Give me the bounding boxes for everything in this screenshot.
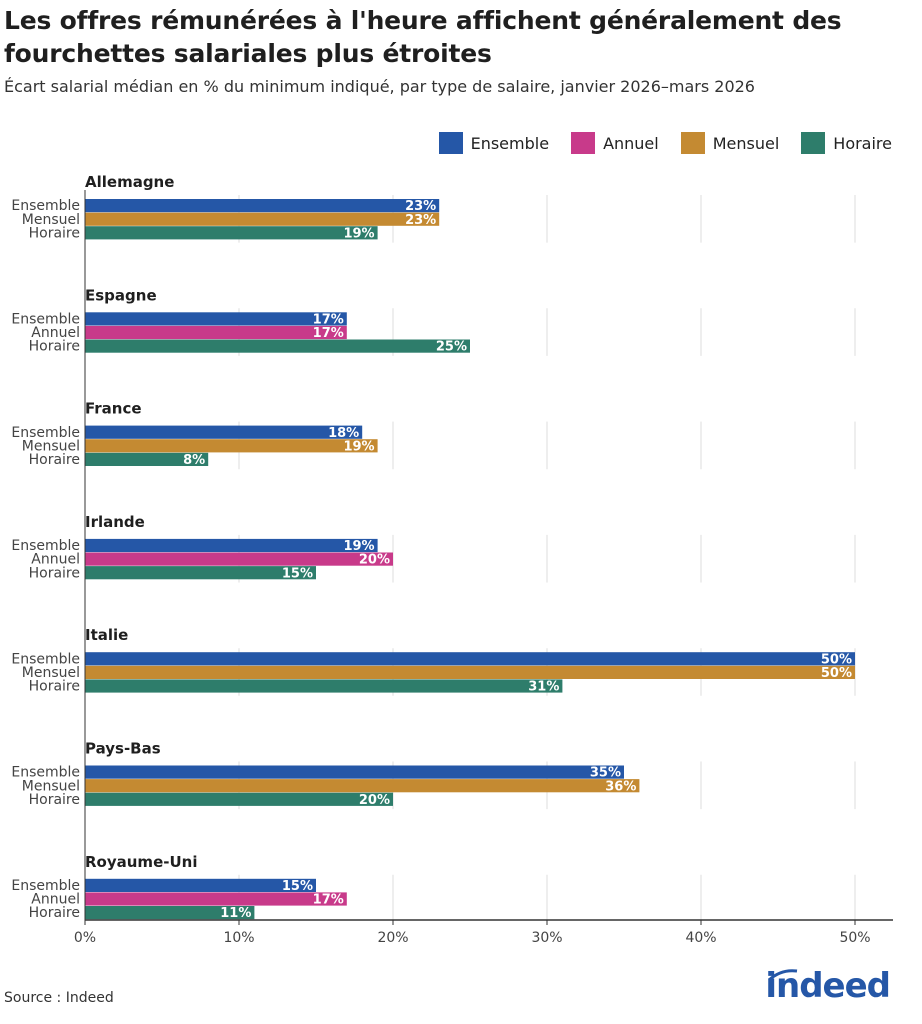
category-label: Horaire <box>29 452 80 468</box>
bar <box>85 312 347 326</box>
legend-label-mensuel: Mensuel <box>712 133 780 153</box>
country-label: Pays-Bas <box>85 740 161 758</box>
category-label: Horaire <box>29 225 80 241</box>
x-tick-label: 40% <box>685 930 716 946</box>
data-label: 25% <box>436 340 467 355</box>
country-label: Italie <box>85 626 128 644</box>
country-label: Irlande <box>85 513 145 531</box>
category-label: Ensemble <box>11 198 80 214</box>
legend-item-annuel: Annuel <box>571 132 659 154</box>
chart-legend: Ensemble Annuel Mensuel Horaire <box>417 132 892 154</box>
category-label: Horaire <box>29 679 80 695</box>
country-label: France <box>85 400 142 418</box>
legend-item-horaire: Horaire <box>801 132 892 154</box>
category-label: Ensemble <box>11 425 80 441</box>
bar <box>85 538 378 553</box>
bar <box>85 226 378 240</box>
country-label: Allemagne <box>85 173 174 191</box>
data-label: 20% <box>359 793 390 808</box>
x-tick-label: 0% <box>74 930 96 946</box>
data-label: 19% <box>343 439 374 454</box>
data-label: 23% <box>405 213 436 228</box>
data-label: 8% <box>183 453 205 468</box>
bar <box>85 425 363 439</box>
legend-swatch-annuel <box>571 132 596 154</box>
category-label: Annuel <box>31 325 80 341</box>
legend-label-horaire: Horaire <box>833 133 892 153</box>
category-label: Mensuel <box>22 212 80 228</box>
legend-label-annuel: Annuel <box>603 133 659 153</box>
legend-item-ensemble: Ensemble <box>438 132 550 154</box>
data-label: 11% <box>220 906 251 921</box>
data-label: 35% <box>590 766 621 781</box>
data-label: 17% <box>313 893 344 908</box>
bar <box>85 452 209 466</box>
x-tick-label: 50% <box>839 930 870 946</box>
bar <box>85 906 255 920</box>
category-label: Horaire <box>29 565 80 581</box>
category-label: Mensuel <box>22 438 80 454</box>
bar <box>85 892 347 906</box>
bar <box>85 212 440 226</box>
bar <box>85 566 316 580</box>
data-label: 31% <box>528 680 559 695</box>
category-label: Ensemble <box>11 878 80 894</box>
bar <box>85 878 316 892</box>
bar <box>85 665 855 679</box>
indeed-logo: indeed <box>765 966 891 1006</box>
logo-arc-icon <box>768 969 798 982</box>
data-label: 17% <box>313 326 344 341</box>
bar <box>85 765 624 779</box>
chart-subtitle: Écart salarial médian en % du minimum in… <box>4 77 755 96</box>
legend-swatch-mensuel <box>680 132 705 154</box>
category-label: Horaire <box>29 905 80 921</box>
bar-chart: Allemagne Ensemble 23% Mensuel 23% Horaire 19%… <box>11 173 893 946</box>
category-label: Horaire <box>29 339 80 355</box>
category-label: Ensemble <box>11 765 80 781</box>
data-label: 20% <box>359 553 390 568</box>
data-label: 19% <box>343 226 374 241</box>
data-label: 50% <box>821 652 852 667</box>
legend-label-ensemble: Ensemble <box>470 133 550 153</box>
x-tick-label: 20% <box>377 930 408 946</box>
data-label: 18% <box>328 426 359 441</box>
category-label: Mensuel <box>22 778 80 794</box>
legend-swatch-horaire <box>801 132 826 154</box>
data-label: 19% <box>343 539 374 554</box>
country-label: Royaume-Uni <box>85 853 197 871</box>
bar <box>85 325 347 340</box>
country-label: Espagne <box>85 286 157 304</box>
category-label: Ensemble <box>11 312 80 328</box>
data-label: 17% <box>313 313 344 328</box>
x-tick-label: 30% <box>531 930 562 946</box>
data-label: 36% <box>605 779 636 794</box>
bar <box>85 679 563 693</box>
category-label: Ensemble <box>11 538 80 554</box>
x-tick-label: 10% <box>223 930 254 946</box>
bar <box>85 552 393 566</box>
chart-title: Les offres rémunérées à l'heure affichen… <box>4 6 842 68</box>
data-label: 15% <box>282 879 313 894</box>
category-label: Horaire <box>29 792 80 808</box>
bar <box>85 792 393 806</box>
bar <box>85 339 470 353</box>
data-label: 50% <box>821 666 852 681</box>
source-note: Source : Indeed <box>4 990 114 1006</box>
category-label: Ensemble <box>11 651 80 667</box>
bar <box>85 199 440 213</box>
legend-swatch-ensemble <box>438 132 463 154</box>
data-label: 15% <box>282 566 313 581</box>
category-label: Annuel <box>31 892 80 908</box>
category-label: Mensuel <box>22 665 80 681</box>
bar <box>85 652 855 666</box>
bar <box>85 779 640 793</box>
legend-item-mensuel: Mensuel <box>680 132 780 154</box>
category-label: Annuel <box>31 552 80 568</box>
bar <box>85 439 378 453</box>
data-label: 23% <box>405 199 436 214</box>
